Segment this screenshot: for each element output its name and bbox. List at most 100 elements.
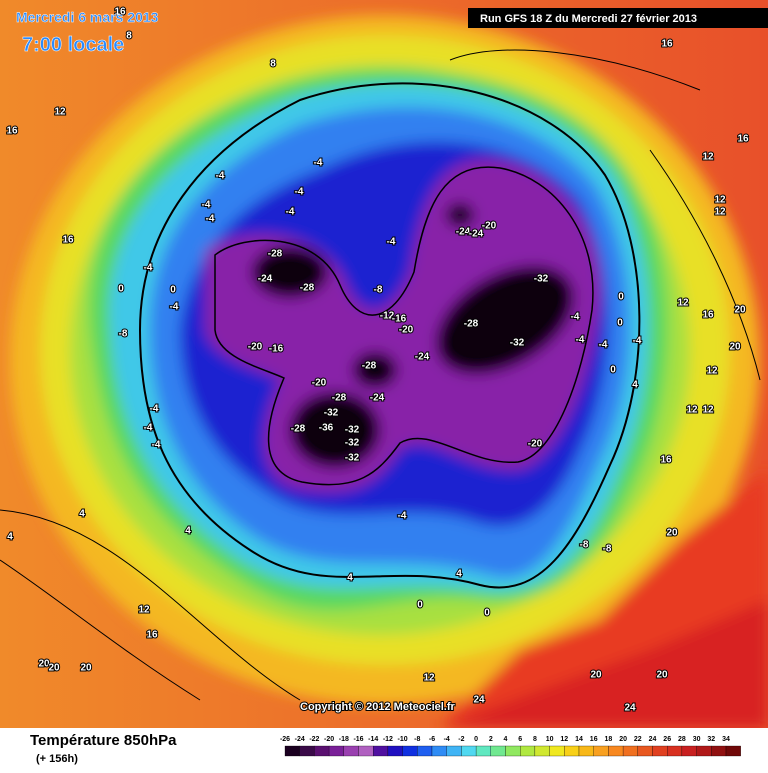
colorbar-tick-label: -14: [368, 736, 378, 743]
color-swatch: [490, 745, 506, 757]
color-swatch: [417, 745, 433, 757]
contour-label: 8: [270, 59, 276, 70]
contour-label: -12: [380, 311, 395, 322]
contour-label: -28: [464, 319, 479, 330]
color-swatch: [284, 745, 300, 757]
contour-label: 20: [729, 342, 741, 353]
copyright: Copyright © 2012 Meteociel.fr: [300, 701, 456, 713]
contour-label: 12: [714, 207, 726, 218]
colorbar-tick-label: 6: [518, 736, 522, 743]
contour-label: 0: [610, 365, 616, 376]
contour-label: 16: [114, 7, 126, 18]
contour-label: -4: [599, 340, 608, 351]
color-swatch: [446, 745, 462, 757]
contour-label: 4: [456, 569, 462, 580]
colorbar-tick-label: -26: [280, 736, 290, 743]
color-swatch: [549, 745, 565, 757]
colorbar-tick-label: -6: [429, 736, 435, 743]
color-swatch: [475, 745, 491, 757]
color-swatch: [461, 745, 477, 757]
contour-label: 4: [185, 526, 191, 537]
colorbar-tick-label: 18: [605, 736, 613, 743]
contour-label: -32: [345, 453, 360, 464]
color-swatch: [622, 745, 638, 757]
colorbar-tick-label: -12: [383, 736, 393, 743]
color-swatch: [387, 745, 403, 757]
colorbar-tick-label: -8: [414, 736, 420, 743]
contour-label: 20: [666, 528, 678, 539]
contour-label: 24: [624, 703, 636, 714]
contour-label: -36: [319, 423, 334, 434]
contour-label: -16: [269, 344, 284, 355]
color-swatch: [328, 745, 344, 757]
contour-label: 0: [170, 285, 176, 296]
colorbar-tick-label: 32: [707, 736, 715, 743]
contour-label: -4: [150, 404, 159, 415]
color-swatch: [358, 745, 374, 757]
colorbar-tick-label: 34: [722, 736, 730, 743]
color-swatch: [564, 745, 580, 757]
contour-label: -4: [633, 336, 642, 347]
contour-label: 12: [714, 195, 726, 206]
contour-label: 0: [617, 318, 623, 329]
contour-label: -28: [291, 424, 306, 435]
colorbar-tick-label: 10: [546, 736, 554, 743]
contour-label: 16: [660, 455, 672, 466]
color-swatch: [343, 745, 359, 757]
color-swatch: [637, 745, 653, 757]
contour-label: 16: [62, 235, 74, 246]
colorbar-tick-label: 14: [575, 736, 583, 743]
contour-label: 20: [656, 670, 668, 681]
color-swatch: [402, 745, 418, 757]
color-swatch: [373, 745, 389, 757]
colorbar-tick-label: -2: [458, 736, 464, 743]
contour-label: 0: [484, 608, 490, 619]
contour-label: -32: [345, 425, 360, 436]
colorbar-tick-label: -20: [324, 736, 334, 743]
color-swatch: [696, 745, 712, 757]
contour-label: -28: [300, 283, 315, 294]
contour-label: -28: [332, 393, 347, 404]
colorbar-tick-label: 4: [504, 736, 508, 743]
contour-label: 12: [702, 405, 714, 416]
color-swatch: [652, 745, 668, 757]
contour-label: -24: [415, 352, 430, 363]
contour-label: 0: [118, 284, 124, 295]
colorbar-tick-label: -10: [398, 736, 408, 743]
color-swatch: [299, 745, 315, 757]
contour-label: -8: [603, 544, 612, 555]
time: 7:00 locale: [22, 34, 124, 56]
contour-label: -24: [370, 393, 385, 404]
contour-label: 12: [706, 366, 718, 377]
colorbar-tick-label: -24: [295, 736, 305, 743]
contour-label: -28: [362, 361, 377, 372]
color-swatch: [505, 745, 521, 757]
contour-label: -4: [144, 263, 153, 274]
contour-label: 0: [618, 292, 624, 303]
footer-lead: (+ 156h): [36, 753, 78, 765]
contour-label: 16: [702, 310, 714, 321]
contour-label: 12: [423, 673, 435, 684]
color-swatch: [431, 745, 447, 757]
contour-label: -4: [216, 171, 225, 182]
colorbar-tick-label: 0: [474, 736, 478, 743]
contour-label: -8: [374, 285, 383, 296]
contour-label: -24: [456, 227, 471, 238]
contour-labels: -28-24-28-20 -16-20-28-32-36-28 -32-32-32-…: [5, 6, 750, 715]
colorbar-tick-label: 24: [649, 736, 657, 743]
color-swatch: [534, 745, 550, 757]
contour-label: -20: [482, 221, 497, 232]
contour-label: 20: [734, 305, 746, 316]
color-swatch: [725, 745, 741, 757]
contour-label: -20: [528, 439, 543, 450]
contour-label: -4: [286, 207, 295, 218]
colorbar-tick-label: 8: [533, 736, 537, 743]
contour-label: -20: [248, 342, 263, 353]
contour-label: 0: [417, 600, 423, 611]
contour-label: -4: [576, 335, 585, 346]
contour-label: 16: [661, 39, 673, 50]
colorbar-tick-label: 30: [693, 736, 701, 743]
colorbar-tick-label: -18: [339, 736, 349, 743]
colorbar-tick-label: 12: [560, 736, 568, 743]
